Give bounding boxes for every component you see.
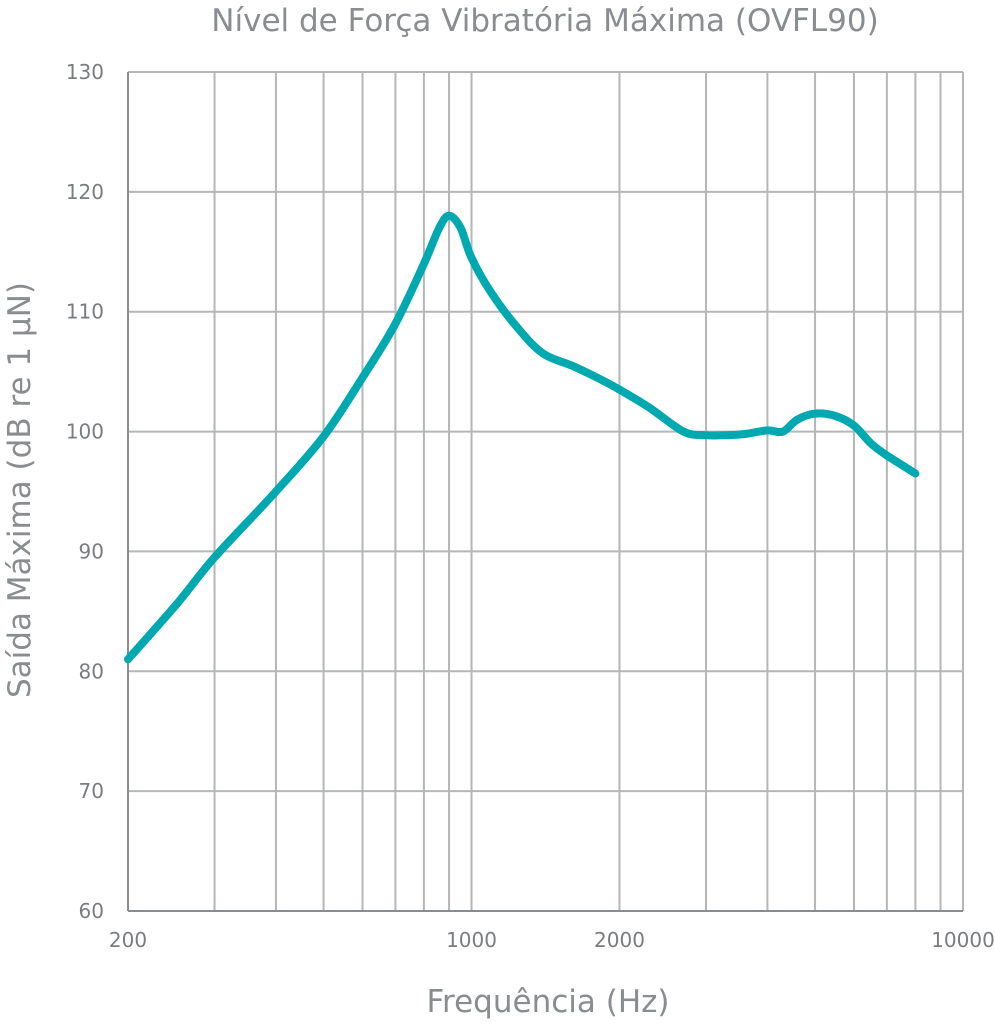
y-tick-label: 90 — [79, 539, 104, 563]
chart-title: Nível de Força Vibratória Máxima (OVFL90… — [211, 3, 878, 39]
x-tick-label: 1000 — [446, 928, 497, 952]
y-tick-label: 130 — [66, 60, 104, 84]
y-tick-label: 120 — [66, 180, 104, 204]
x-tick-label: 10000 — [931, 928, 995, 952]
tick-labels: 200 1000 2000 10000 60 70 80 90 100 110 120 130 — [66, 60, 995, 952]
y-tick-label: 80 — [79, 659, 104, 683]
y-tick-label: 70 — [79, 779, 104, 803]
x-axis-label: Frequência (Hz) — [426, 984, 669, 1020]
x-tick-label: 200 — [109, 928, 147, 952]
axes — [127, 72, 963, 912]
y-axis-label: Saída Máxima (dB re 1 μN) — [2, 282, 38, 698]
x-tick-label: 2000 — [594, 928, 645, 952]
series-line — [124, 211, 920, 664]
plot-area — [124, 211, 920, 664]
y-tick-label: 100 — [66, 420, 104, 444]
y-tick-label: 60 — [79, 899, 104, 923]
y-tick-label: 110 — [66, 300, 104, 324]
grid — [127, 71, 964, 912]
